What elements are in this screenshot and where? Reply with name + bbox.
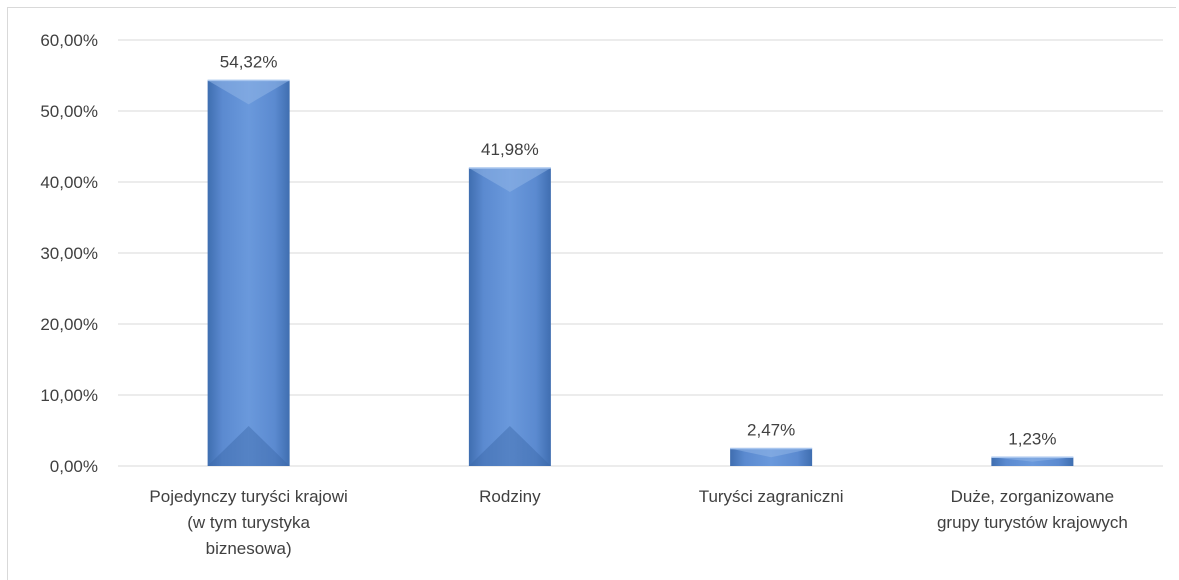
y-axis-tick-labels: 0,00% 10,00% 20,00% 30,00% 40,00% 50,00% 60,00…	[40, 31, 98, 476]
bar	[991, 456, 1074, 466]
y-tick-label: 50,00%	[40, 102, 98, 121]
y-tick-label: 40,00%	[40, 173, 98, 192]
x-axis-category-labels: Pojedynczy turyści krajowi (w tym turysty…	[149, 487, 1127, 558]
x-category-label: Duże, zorganizowane grupy turystów krajow…	[937, 487, 1128, 532]
x-category-label: Rodziny	[479, 487, 541, 506]
data-label: 54,32%	[220, 52, 278, 71]
y-tick-label: 20,00%	[40, 315, 98, 334]
data-label: 1,23%	[1008, 429, 1056, 448]
data-label: 2,47%	[747, 420, 795, 439]
y-tick-label: 10,00%	[40, 386, 98, 405]
data-labels: 54,32% 41,98% 2,47% 1,23%	[220, 52, 1057, 448]
bar	[730, 447, 813, 466]
y-tick-label: 30,00%	[40, 244, 98, 263]
y-tick-label: 60,00%	[40, 31, 98, 50]
bars	[207, 79, 1074, 466]
x-category-label: Turyści zagraniczni	[699, 487, 844, 506]
x-category-label: Pojedynczy turyści krajowi (w tym turysty…	[149, 487, 347, 558]
chart-frame	[7, 7, 1176, 580]
y-tick-label: 0,00%	[50, 457, 98, 476]
grid-lines	[118, 39, 1163, 467]
bar	[207, 79, 290, 466]
bar	[468, 167, 551, 466]
data-label: 41,98%	[481, 140, 539, 159]
